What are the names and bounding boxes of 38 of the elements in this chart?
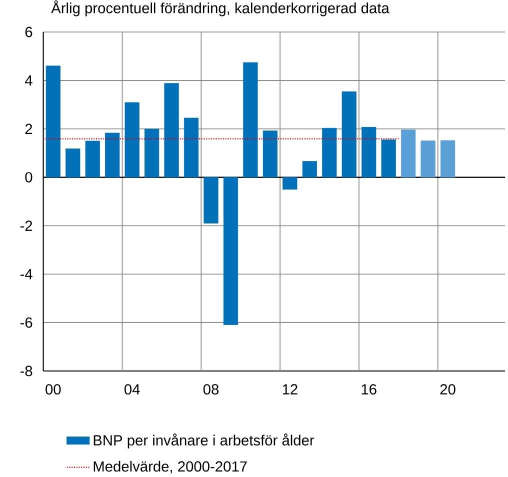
y-tick-label: 6 (25, 26, 32, 38)
bar (302, 161, 317, 178)
bar (322, 128, 337, 178)
bar (184, 118, 199, 178)
bar (66, 148, 80, 178)
bar (420, 140, 436, 178)
x-tick-label: 00 (46, 384, 61, 395)
legend-label: Medelvärde, 2000-2017 (94, 460, 247, 474)
legend-label: BNP per invånare i arbetsför ålder (94, 434, 314, 448)
y-tick-label: -8 (20, 366, 32, 376)
bar (204, 177, 218, 224)
x-tick-label: 04 (124, 384, 140, 395)
x-tick-label: 12 (282, 384, 298, 394)
bar (105, 132, 120, 178)
bar (46, 66, 60, 178)
bar (124, 102, 140, 178)
bar (144, 128, 160, 178)
bar (223, 177, 238, 325)
x-tick-label: 20 (440, 384, 456, 395)
bar (381, 140, 396, 178)
chart-title: Årlig procentuell förändring, kalenderkorrigerad data (51, 0, 390, 16)
bar (243, 62, 258, 178)
y-tick-label: -2 (20, 220, 32, 231)
bar (164, 83, 179, 178)
y-tick-label: -6 (20, 317, 32, 328)
bar (362, 126, 376, 178)
bar (401, 130, 416, 178)
x-tick-label: 08 (203, 384, 219, 395)
bar (440, 140, 456, 178)
y-tick-label: 2 (25, 124, 32, 134)
x-tick-label: 16 (362, 384, 376, 395)
bar (85, 140, 100, 178)
y-tick-label: 4 (24, 75, 32, 86)
bar (342, 91, 356, 178)
y-tick-label: 0 (25, 172, 32, 182)
bar (282, 177, 298, 190)
y-tick-label: -4 (20, 269, 32, 280)
bar (262, 130, 278, 178)
